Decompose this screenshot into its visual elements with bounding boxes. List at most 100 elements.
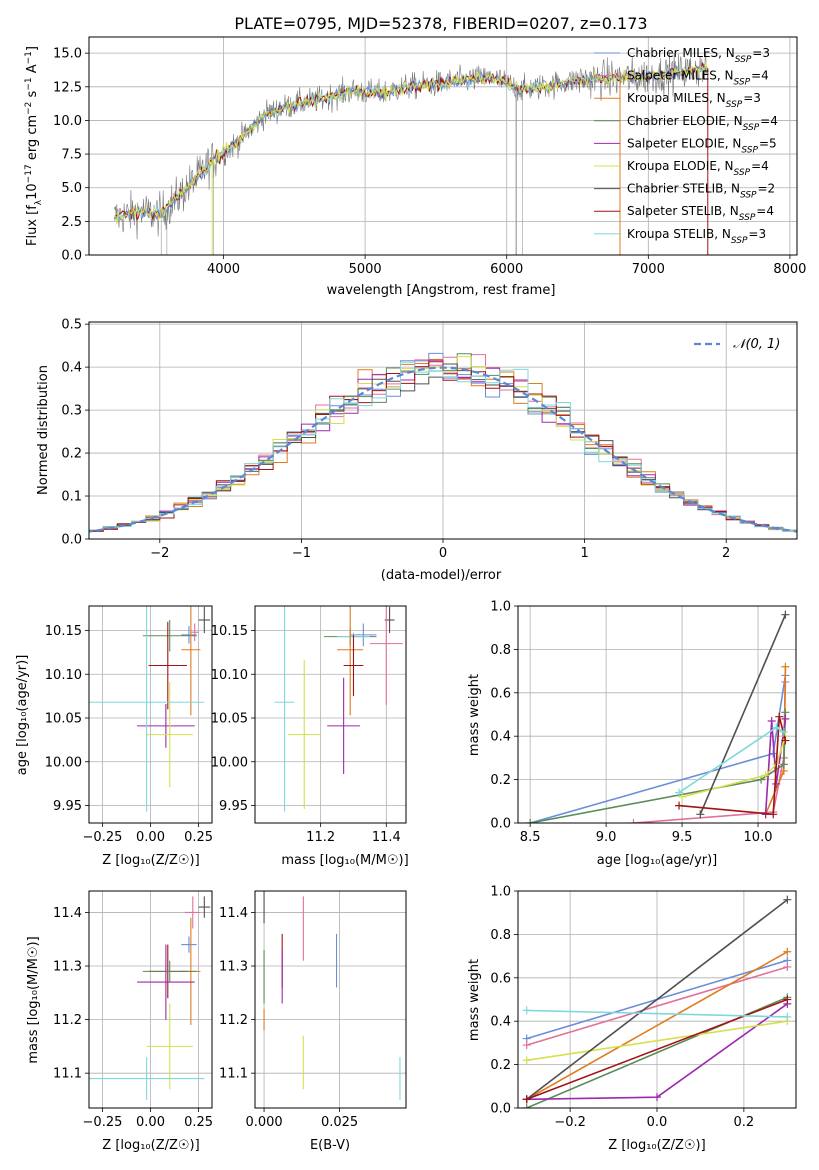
- x-tick-label: 0: [439, 546, 447, 561]
- x-tick-label: 0.00: [136, 830, 165, 845]
- legend-label: 𝒩(0, 1): [733, 337, 780, 352]
- plot-area-mass-weight-vs-Z: [522, 895, 792, 1108]
- y-axis-label: mass [log₁₀(M/M☉)]: [26, 936, 41, 1063]
- y-tick-label: 7.5: [61, 148, 82, 163]
- series-line-chabrier-stelib: [526, 899, 788, 1100]
- plot-area-mass-vs-Z: [89, 896, 211, 1100]
- y-tick-label: 10.00: [45, 755, 82, 770]
- data-marker: [783, 1012, 792, 1021]
- x-axis-label: Z [log₁₀(Z/Z☉)]: [608, 1138, 705, 1153]
- plot-area-residuals: [89, 352, 797, 534]
- x-axis-label: Z [log₁₀(Z/Z☉)]: [102, 1138, 199, 1153]
- y-tick-label: 10.10: [211, 668, 248, 683]
- axes-frame: [517, 605, 797, 824]
- x-axis-label: wavelength [Angstrom, rest frame]: [327, 283, 556, 298]
- x-tick-label: 11.4: [372, 830, 401, 845]
- data-marker: [783, 895, 792, 904]
- y-axis-label: age [log₁₀(age/yr)]: [15, 655, 30, 776]
- figure-title: PLATE=0795, MJD=52378, FIBERID=0207, z=0…: [234, 14, 647, 33]
- panel-spectrum: 4000 5000 6000 7000 8000 0.0 2.5 5.0 7.5 10.0 12.5…: [24, 36, 806, 298]
- series-line-kroupa-elodie: [526, 1020, 788, 1062]
- data-marker: [653, 1093, 661, 1102]
- plot-area-spectrum: [114, 51, 709, 255]
- data-marker: [696, 810, 705, 819]
- plot-area-mass-weight-vs-age: [526, 610, 790, 823]
- axes-frame: [88, 36, 798, 256]
- x-tick-label: 0.25: [184, 1115, 213, 1130]
- x-tick-label: −0.25: [83, 830, 123, 845]
- data-marker: [769, 810, 778, 819]
- x-tick-label: 5000: [349, 262, 382, 277]
- data-marker: [629, 819, 638, 823]
- x-axis-label: mass [log₁₀(M/M☉)]: [281, 853, 408, 868]
- y-tick-label: 0.8: [490, 928, 511, 943]
- data-marker: [522, 1095, 531, 1104]
- data-marker: [522, 1041, 531, 1050]
- y-tick-label: 11.2: [219, 1013, 248, 1028]
- y-axis-label: mass weight: [467, 674, 482, 756]
- x-tick-label: 0.2: [734, 1115, 755, 1130]
- y-tick-label: 11.4: [219, 906, 248, 921]
- panel-age-vs-Z: −0.25 0.00 0.25 9.95 10.00 10.05 10.10 10.15 Z […: [15, 605, 213, 868]
- series-line-chabrier-miles: [529, 675, 787, 823]
- data-marker: [781, 736, 790, 745]
- plot-area-age-vs-mass: [274, 606, 403, 812]
- y-tick-label: 0.0: [61, 249, 82, 264]
- x-axis-label: age [log₁₀(age/yr)]: [597, 853, 718, 868]
- data-marker: [772, 723, 781, 732]
- y-tick-label: 10.15: [45, 624, 82, 639]
- legend-label: Kroupa MILES, NSSP=3: [627, 91, 761, 110]
- y-tick-label: 9.95: [53, 799, 82, 814]
- data-marker: [781, 714, 790, 723]
- x-tick-label: 0.25: [184, 830, 213, 845]
- y-axis-label: Flux [fλ10−17 erg cm−2 s−1 A−1]: [24, 46, 44, 246]
- y-tick-label: 0.6: [490, 686, 511, 701]
- data-marker: [522, 1006, 531, 1015]
- y-tick-label: 0.8: [490, 643, 511, 658]
- series-line-kroupa-elodie: [681, 735, 787, 798]
- series-line-kroupa-miles: [526, 951, 788, 1100]
- panel-age-vs-mass: 11.2 11.4 9.95 10.00 10.05 10.10 10.15 mass [lo…: [211, 605, 409, 868]
- histogram-kroupa-stelib: [89, 361, 797, 533]
- y-tick-label: 11.1: [219, 1067, 248, 1082]
- y-tick-label: 10.05: [45, 712, 82, 727]
- x-tick-label: 9.0: [596, 830, 617, 845]
- y-tick-label: 1.0: [490, 885, 511, 900]
- data-marker: [779, 727, 788, 736]
- y-tick-label: 12.5: [53, 80, 82, 95]
- x-tick-label: 4000: [207, 262, 240, 277]
- data-marker: [783, 995, 792, 1004]
- data-marker: [675, 801, 684, 810]
- y-tick-label: 11.2: [53, 1013, 82, 1028]
- series-line-kroupa-stelib: [526, 1009, 788, 1018]
- x-tick-label: −0.25: [83, 1115, 123, 1130]
- axes-frame: [254, 605, 407, 824]
- y-tick-label: 0.4: [490, 730, 511, 745]
- x-tick-label: 7000: [632, 262, 665, 277]
- data-marker: [675, 788, 684, 797]
- series-line-chabrier-stelib: [699, 614, 787, 815]
- x-tick-label: 6000: [490, 262, 523, 277]
- y-tick-label: 9.95: [219, 799, 248, 814]
- model-spectrum-kroupa-elodie: [114, 62, 708, 225]
- data-marker: [775, 712, 784, 721]
- panel-mass-vs-Z: −0.25 0.00 0.25 11.1 11.2 11.3 11.4 Z [log₁₀(Z/…: [26, 890, 213, 1153]
- legend-label: Chabrier STELIB, NSSP=2: [627, 182, 775, 201]
- y-tick-label: 0.0: [490, 817, 511, 832]
- x-tick-label: 2: [722, 546, 730, 561]
- y-tick-label: 11.1: [53, 1067, 82, 1082]
- x-tick-label: 0.000: [245, 1115, 282, 1130]
- series-line-chabrier-elodie: [530, 712, 787, 823]
- axes-frame: [254, 890, 407, 1109]
- legend-label: Kroupa STELIB, NSSP=3: [627, 227, 766, 246]
- panel-residuals: −2 −1 0 1 2 0.0 0.1 0.2 0.3 0.4 0.5 𝒩(0, 1) (data-mo…: [36, 318, 798, 583]
- legend-label: Salpeter STELIB, NSSP=4: [627, 204, 774, 223]
- x-tick-label: −2: [150, 546, 169, 561]
- y-tick-label: 11.4: [53, 906, 82, 921]
- x-tick-label: 8000: [773, 262, 806, 277]
- data-marker: [767, 717, 776, 726]
- plot-area-mass-vs-EBV: [263, 891, 401, 1100]
- data-marker: [783, 947, 792, 956]
- plot-area-age-vs-Z: [89, 606, 211, 812]
- y-tick-label: 0.5: [61, 318, 82, 333]
